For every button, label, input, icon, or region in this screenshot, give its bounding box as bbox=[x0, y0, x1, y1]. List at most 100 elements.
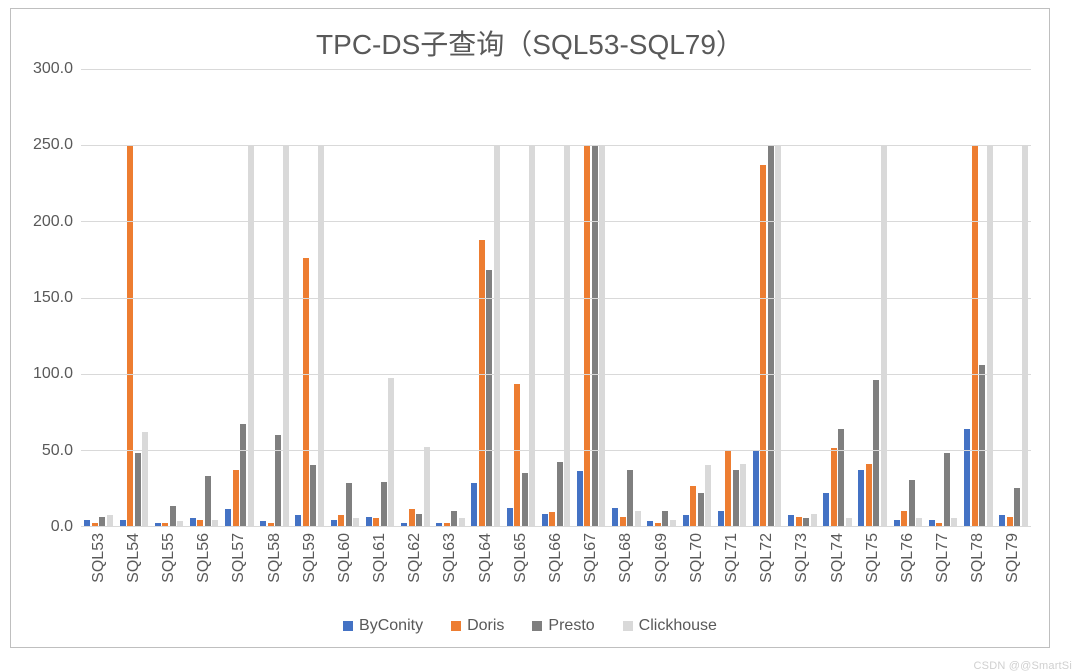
x-tick-label: SQL69 bbox=[653, 533, 671, 583]
plot-area bbox=[81, 69, 1031, 527]
bar bbox=[944, 453, 950, 526]
bar bbox=[831, 448, 837, 526]
bar bbox=[662, 511, 668, 526]
x-label-slot: SQL78 bbox=[961, 527, 996, 613]
bar bbox=[135, 453, 141, 526]
x-label-slot: SQL53 bbox=[81, 527, 116, 613]
bar bbox=[916, 518, 922, 526]
bar bbox=[353, 518, 359, 526]
bar bbox=[388, 378, 394, 526]
x-label-slot: SQL61 bbox=[363, 527, 398, 613]
x-label-slot: SQL70 bbox=[679, 527, 714, 613]
legend-item: Doris bbox=[451, 617, 504, 635]
bar bbox=[979, 365, 985, 526]
bar bbox=[909, 480, 915, 526]
bar bbox=[424, 447, 430, 526]
bar bbox=[690, 486, 696, 526]
x-label-slot: SQL63 bbox=[433, 527, 468, 613]
bar bbox=[811, 514, 817, 526]
bar bbox=[205, 476, 211, 526]
x-label-slot: SQL69 bbox=[644, 527, 679, 613]
bar bbox=[507, 508, 513, 526]
bar bbox=[964, 429, 970, 526]
x-tick-label: SQL55 bbox=[160, 533, 178, 583]
bar bbox=[99, 517, 105, 526]
x-label-slot: SQL56 bbox=[187, 527, 222, 613]
bar bbox=[683, 515, 689, 526]
y-tick-label: 50.0 bbox=[42, 442, 73, 460]
legend-label: ByConity bbox=[359, 617, 423, 635]
bar bbox=[338, 515, 344, 526]
x-label-slot: SQL60 bbox=[327, 527, 362, 613]
x-tick-label: SQL54 bbox=[125, 533, 143, 583]
bar bbox=[283, 145, 289, 526]
bar bbox=[823, 493, 829, 527]
bar bbox=[557, 462, 563, 526]
bar bbox=[866, 464, 872, 526]
bar bbox=[881, 145, 887, 526]
x-label-slot: SQL57 bbox=[222, 527, 257, 613]
bar bbox=[858, 470, 864, 526]
bar bbox=[479, 240, 485, 526]
bar bbox=[584, 145, 590, 526]
x-tick-label: SQL79 bbox=[1004, 533, 1022, 583]
bar bbox=[275, 435, 281, 526]
x-tick-label: SQL60 bbox=[336, 533, 354, 583]
y-tick-label: 0.0 bbox=[51, 518, 73, 536]
y-tick-label: 200.0 bbox=[33, 213, 73, 231]
x-label-slot: SQL79 bbox=[996, 527, 1031, 613]
x-tick-label: SQL57 bbox=[230, 533, 248, 583]
bar bbox=[1014, 488, 1020, 526]
bar bbox=[753, 451, 759, 526]
bar bbox=[471, 483, 477, 526]
x-tick-label: SQL76 bbox=[899, 533, 917, 583]
bar bbox=[240, 424, 246, 526]
bar bbox=[295, 515, 301, 526]
x-tick-label: SQL73 bbox=[793, 533, 811, 583]
y-tick-label: 250.0 bbox=[33, 136, 73, 154]
x-tick-label: SQL66 bbox=[547, 533, 565, 583]
x-tick-label: SQL68 bbox=[617, 533, 635, 583]
x-tick-label: SQL71 bbox=[723, 533, 741, 583]
x-label-slot: SQL68 bbox=[609, 527, 644, 613]
bar bbox=[775, 145, 781, 526]
bar bbox=[612, 508, 618, 526]
bar bbox=[635, 511, 641, 526]
x-label-slot: SQL76 bbox=[890, 527, 925, 613]
bar bbox=[459, 518, 465, 526]
x-tick-label: SQL56 bbox=[195, 533, 213, 583]
gridline bbox=[81, 221, 1031, 222]
x-tick-label: SQL72 bbox=[758, 533, 776, 583]
bar bbox=[803, 518, 809, 526]
bar bbox=[127, 145, 133, 526]
x-tick-label: SQL75 bbox=[864, 533, 882, 583]
y-tick-label: 300.0 bbox=[33, 60, 73, 78]
chart-container: TPC-DS子查询（SQL53-SQL79） 0.050.0100.0150.0… bbox=[10, 8, 1050, 648]
x-label-slot: SQL75 bbox=[855, 527, 890, 613]
plot-row: 0.050.0100.0150.0200.0250.0300.0 bbox=[11, 69, 1049, 527]
bar bbox=[698, 493, 704, 527]
gridline bbox=[81, 374, 1031, 375]
bar bbox=[838, 429, 844, 526]
legend-item: Clickhouse bbox=[623, 617, 717, 635]
x-tick-label: SQL74 bbox=[829, 533, 847, 583]
bar bbox=[577, 471, 583, 526]
legend-label: Presto bbox=[548, 617, 594, 635]
chart-title: TPC-DS子查询（SQL53-SQL79） bbox=[11, 9, 1049, 69]
x-label-slot: SQL58 bbox=[257, 527, 292, 613]
x-axis: SQL53SQL54SQL55SQL56SQL57SQL58SQL59SQL60… bbox=[11, 527, 1049, 613]
bar bbox=[620, 517, 626, 526]
bar bbox=[381, 482, 387, 526]
legend-label: Clickhouse bbox=[639, 617, 717, 635]
x-label-slot: SQL67 bbox=[574, 527, 609, 613]
bar bbox=[529, 145, 535, 526]
legend-item: Presto bbox=[532, 617, 594, 635]
bar bbox=[951, 518, 957, 526]
bar bbox=[486, 270, 492, 526]
y-axis: 0.050.0100.0150.0200.0250.0300.0 bbox=[19, 69, 81, 527]
bar bbox=[705, 465, 711, 526]
bar bbox=[494, 145, 500, 526]
bar bbox=[592, 145, 598, 526]
gridline bbox=[81, 298, 1031, 299]
bar bbox=[451, 511, 457, 526]
